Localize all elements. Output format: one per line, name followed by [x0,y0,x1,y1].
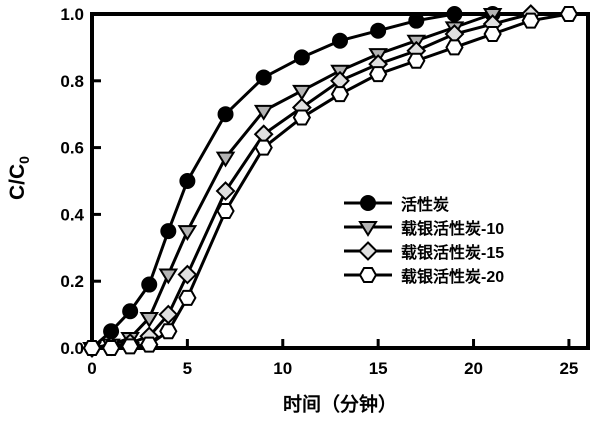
series-3-marker [101,340,121,356]
series-3-marker [559,6,579,22]
legend-item-silver-carbon-15: 载银活性炭-15 [342,239,504,263]
y-axis-label: C/C0 [6,156,32,200]
y-tick-label: 1.0 [60,5,84,24]
series-line-0 [91,12,493,350]
legend-label: 载银活性炭-20 [401,269,505,286]
series-0-marker [217,106,234,123]
series-0-marker [141,276,158,293]
legend-label: 载银活性炭-10 [401,221,505,238]
y-tick-label: 0.2 [60,272,84,291]
series-0-marker [332,32,348,49]
x-tick-label: 0 [87,359,96,378]
series-3-marker [521,12,540,29]
series-3-marker [369,66,388,83]
series-0-marker [179,173,196,189]
x-tick-label: 15 [369,359,388,378]
series-1-marker [158,268,179,285]
x-tick-label: 10 [273,359,292,378]
y-axis-label-subscript: 0 [16,156,33,164]
series-3-marker [292,109,311,126]
hexagon-marker-icon [344,267,392,283]
series-3-marker [159,323,178,340]
diamond-marker-icon [344,241,392,261]
series-3-marker [216,203,235,220]
series-3-marker [483,26,502,43]
y-tick-label: 0.8 [60,72,84,91]
plot-frame [90,12,590,350]
legend-label: 活性炭 [401,197,450,214]
triangle-down-marker-icon [344,221,392,237]
series-0-marker [370,22,387,39]
series-3-marker [121,338,140,355]
series-3-marker [407,52,426,69]
x-tick-label: 25 [559,359,578,378]
series-3-marker [178,289,197,306]
series-3-marker [254,139,273,156]
series-3-marker [82,340,102,356]
x-tick-label: 5 [183,359,192,378]
legend-label: 载银活性炭-15 [401,245,505,262]
series-0-marker [408,12,425,29]
series-2-marker [177,264,198,285]
legend-item-activated-carbon: 活性炭 [342,191,504,215]
series-3-marker [445,39,464,56]
series-1-marker [177,225,198,242]
series-1-marker [139,311,160,328]
series-0-marker [103,323,120,340]
series-0-marker [255,69,272,86]
y-tick-label: 0.0 [60,339,84,358]
series-0-marker [293,49,310,66]
chart-legend: 活性炭 载银活性炭-10 载银活性炭-15 载银活性炭-20 [342,191,504,287]
y-tick-label: 0.6 [60,139,84,158]
series-0-marker [122,303,139,320]
x-axis-label: 时间（分钟） [282,394,398,416]
series-1-marker [253,104,274,121]
series-3-marker [330,86,350,103]
series-0-marker [160,223,177,240]
circle-marker-icon [344,195,392,211]
y-tick-label: 0.4 [60,205,84,224]
series-2-marker [215,181,236,201]
series-1-marker [215,151,236,168]
series-1-marker [292,84,312,101]
y-axis-label-text: C/C [5,163,29,200]
series-2-marker [158,304,179,325]
legend-item-silver-carbon-10: 载银活性炭-10 [342,215,504,239]
x-tick-label: 20 [464,359,483,378]
legend-item-silver-carbon-20: 载银活性炭-20 [342,263,504,287]
series-line-3 [92,12,570,350]
series-3-marker [140,336,159,353]
series-0-marker [446,6,463,22]
